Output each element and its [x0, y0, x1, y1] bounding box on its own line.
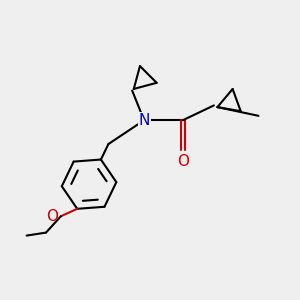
Text: N: N: [138, 113, 150, 128]
Text: O: O: [46, 209, 58, 224]
Text: O: O: [177, 154, 189, 169]
